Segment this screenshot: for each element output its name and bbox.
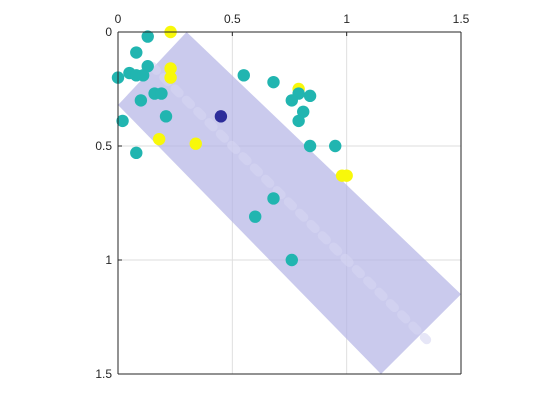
y-tick-label-0: 0 xyxy=(105,25,112,39)
scatter-points xyxy=(111,25,353,267)
data-point-5 xyxy=(164,71,177,84)
y-tick-label-3: 1.5 xyxy=(95,367,112,381)
data-point-32 xyxy=(249,210,262,223)
data-point-30 xyxy=(340,169,353,182)
data-point-11 xyxy=(155,87,168,100)
data-point-18 xyxy=(214,110,228,123)
data-point-4 xyxy=(164,62,177,75)
data-point-17 xyxy=(130,146,143,160)
x-tick-label-3: 1.5 xyxy=(453,12,470,26)
data-point-28 xyxy=(329,139,342,153)
data-point-26 xyxy=(292,114,305,128)
data-point-23 xyxy=(285,94,298,107)
y-tick-label-2: 1 xyxy=(105,253,112,267)
data-point-13 xyxy=(159,110,173,123)
x-tick-label-1: 0.5 xyxy=(224,12,241,26)
data-point-9 xyxy=(136,69,150,82)
data-point-31 xyxy=(267,192,280,205)
data-point-16 xyxy=(189,137,202,150)
diagonal-band xyxy=(118,32,461,374)
data-point-27 xyxy=(303,139,317,153)
data-point-20 xyxy=(267,75,280,89)
x-tick-label-2: 1 xyxy=(343,12,350,26)
data-point-15 xyxy=(152,132,166,146)
data-point-12 xyxy=(134,94,148,107)
axes xyxy=(117,31,462,375)
data-point-19 xyxy=(237,69,250,82)
y-tick-label-1: 0.5 xyxy=(95,139,112,153)
data-point-24 xyxy=(303,89,317,103)
data-point-2 xyxy=(130,46,143,59)
tick-labels: 0 0.5 1 1.5 0 0.5 1 1.5 xyxy=(95,12,469,381)
data-point-33 xyxy=(285,253,298,267)
band-center-line xyxy=(147,61,432,345)
data-point-0 xyxy=(141,30,154,43)
data-point-14 xyxy=(116,114,129,128)
x-tick-label-0: 0 xyxy=(115,12,122,26)
